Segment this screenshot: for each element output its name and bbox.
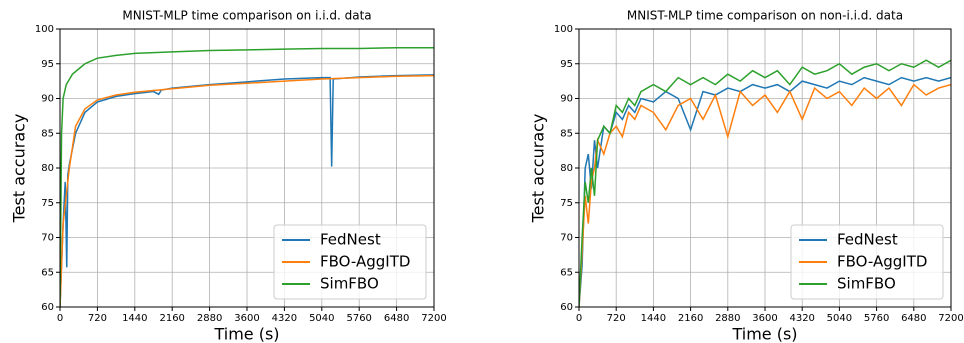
y-tick-label: 80 (560, 163, 573, 174)
y-tick-label: 70 (41, 233, 54, 244)
legend-label: FBO-AggITD (837, 253, 927, 271)
plot-frame (59, 28, 435, 308)
y-tick-label: 70 (560, 233, 573, 244)
legend-box (273, 224, 427, 300)
line (579, 83, 951, 307)
x-tick-label: 6480 (901, 313, 926, 324)
x-tick-label: 4320 (789, 313, 814, 324)
y-tick-label: 60 (560, 302, 573, 313)
x-tick-label: 720 (607, 313, 626, 324)
legend-label: SimFBO (837, 275, 896, 293)
line (60, 74, 434, 307)
y-tick-label: 75 (41, 198, 54, 209)
y-axis-label: Test accuracy (10, 114, 29, 224)
legend-box (790, 224, 944, 300)
y-tick-label: 65 (560, 267, 573, 278)
chart-title: MNIST-MLP time comparison on i.i.d. data (122, 9, 371, 23)
line (60, 74, 434, 307)
line (579, 59, 951, 307)
legend-label: FedNest (320, 231, 381, 249)
y-tick-label: 95 (41, 59, 54, 70)
x-axis-label: Time (s) (213, 325, 279, 343)
x-tick-label: 5760 (346, 313, 371, 324)
y-tick-label: 100 (35, 24, 54, 35)
y-axis-label: Test accuracy (529, 114, 548, 224)
x-tick-label: 1440 (122, 313, 147, 324)
x-tick-label: 2880 (197, 313, 222, 324)
x-tick-label: 3600 (752, 313, 777, 324)
y-tick-label: 60 (41, 302, 54, 313)
y-tick-label: 95 (560, 59, 573, 70)
x-tick-label: 6480 (384, 313, 409, 324)
y-tick-label: 80 (41, 163, 54, 174)
x-tick-label: 2160 (159, 313, 184, 324)
x-tick-label: 720 (88, 313, 107, 324)
x-tick-label: 0 (57, 313, 63, 324)
plot-frame (578, 28, 952, 308)
line (60, 47, 434, 307)
y-tick-label: 65 (41, 267, 54, 278)
x-tick-label: 5040 (827, 313, 852, 324)
legend-label: FBO-AggITD (320, 253, 410, 271)
x-tick-label: 1440 (641, 313, 666, 324)
x-axis-label: Time (s) (731, 325, 797, 343)
legend-label: SimFBO (320, 275, 379, 293)
y-tick-label: 100 (554, 24, 573, 35)
x-tick-label: 5040 (309, 313, 334, 324)
y-tick-label: 85 (560, 128, 573, 139)
y-tick-label: 90 (560, 94, 573, 105)
x-tick-label: 0 (576, 313, 582, 324)
x-tick-label: 4320 (272, 313, 297, 324)
y-tick-label: 90 (41, 94, 54, 105)
x-tick-label: 5760 (864, 313, 889, 324)
y-tick-label: 75 (560, 198, 573, 209)
legend-label: FedNest (837, 231, 898, 249)
x-tick-label: 7200 (421, 313, 446, 324)
x-tick-label: 2160 (678, 313, 703, 324)
y-tick-label: 85 (41, 128, 54, 139)
chart-title: MNIST-MLP time comparison on non-i.i.d. … (627, 9, 903, 23)
x-tick-label: 3600 (234, 313, 259, 324)
x-tick-label: 7200 (938, 313, 963, 324)
x-tick-label: 2880 (715, 313, 740, 324)
